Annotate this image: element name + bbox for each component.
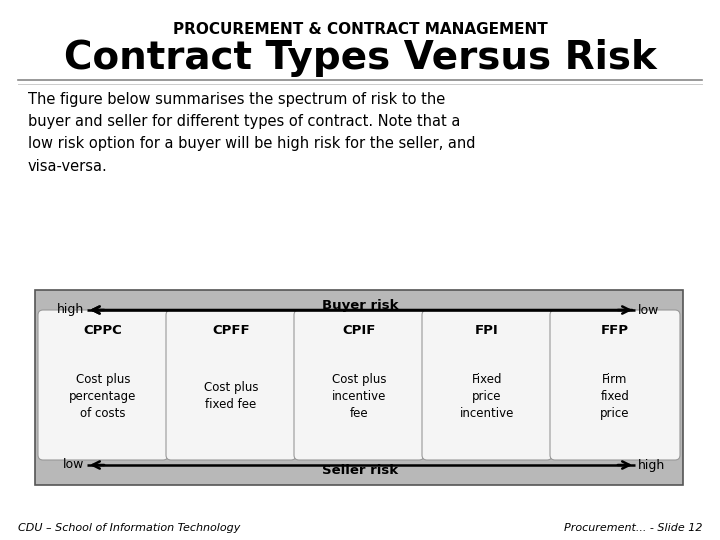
Text: FFP: FFP	[601, 325, 629, 338]
Text: CDU – School of Information Technology: CDU – School of Information Technology	[18, 523, 240, 533]
Text: low: low	[63, 458, 84, 471]
FancyBboxPatch shape	[422, 310, 552, 460]
FancyBboxPatch shape	[294, 310, 424, 460]
Text: CPFF: CPFF	[212, 325, 250, 338]
Text: CPIF: CPIF	[342, 325, 376, 338]
Text: Buyer risk: Buyer risk	[322, 299, 398, 312]
Text: Seller risk: Seller risk	[322, 464, 398, 477]
FancyBboxPatch shape	[38, 310, 168, 460]
Text: high: high	[638, 458, 665, 471]
Text: Firm
fixed
price: Firm fixed price	[600, 373, 630, 420]
Text: Cost plus
percentage
of costs: Cost plus percentage of costs	[69, 373, 137, 420]
Text: CPPC: CPPC	[84, 325, 122, 338]
FancyBboxPatch shape	[35, 290, 683, 485]
Text: Fixed
price
incentive: Fixed price incentive	[460, 373, 514, 420]
Text: The figure below summarises the spectrum of risk to the
buyer and seller for dif: The figure below summarises the spectrum…	[28, 92, 475, 173]
Text: Cost plus
fixed fee: Cost plus fixed fee	[204, 381, 258, 411]
Text: PROCUREMENT & CONTRACT MANAGEMENT: PROCUREMENT & CONTRACT MANAGEMENT	[173, 23, 547, 37]
Text: Cost plus
incentive
fee: Cost plus incentive fee	[332, 373, 386, 420]
Text: Procurement... - Slide 12: Procurement... - Slide 12	[564, 523, 702, 533]
Text: FPI: FPI	[475, 325, 499, 338]
FancyBboxPatch shape	[166, 310, 296, 460]
FancyBboxPatch shape	[550, 310, 680, 460]
Text: Contract Types Versus Risk: Contract Types Versus Risk	[63, 39, 657, 77]
Text: low: low	[638, 303, 660, 316]
Text: high: high	[57, 303, 84, 316]
